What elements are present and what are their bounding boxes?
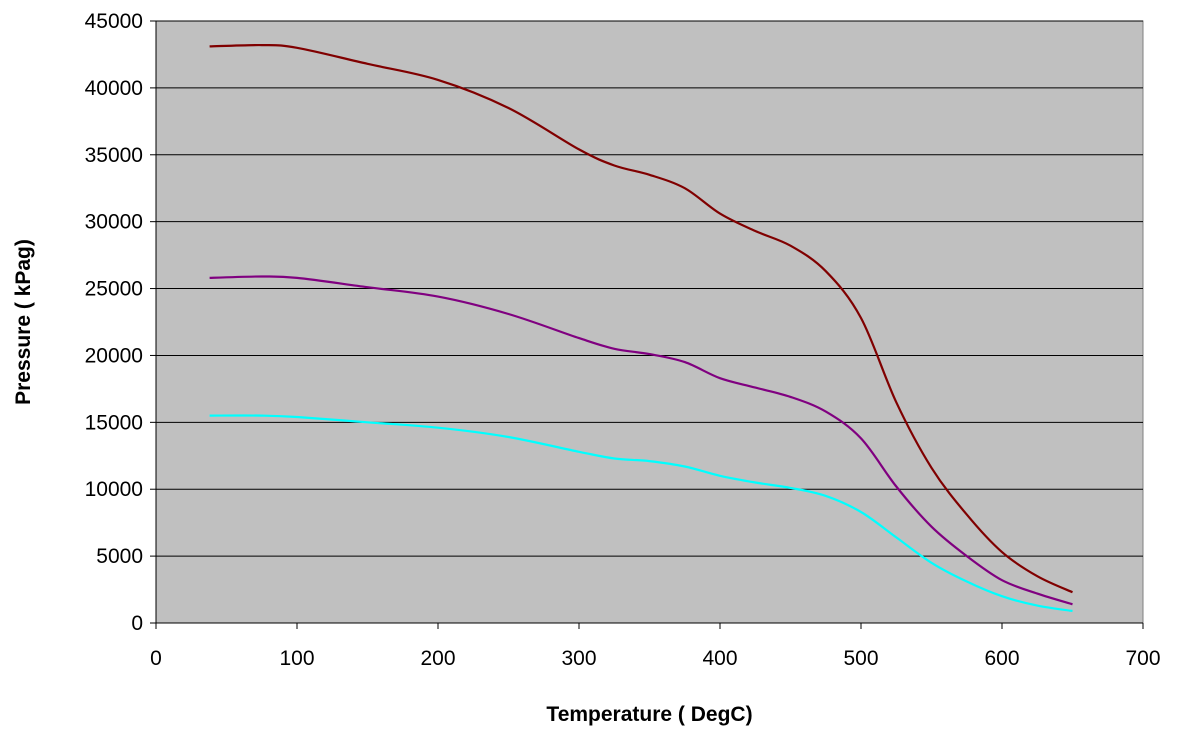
x-tick-label: 400 [702, 647, 737, 670]
gridlines [156, 20, 1143, 557]
axes [155, 21, 1143, 624]
series-line-3 [209, 414, 1073, 613]
y-tick-label: 10000 [85, 478, 143, 501]
series-line-1 [209, 43, 1073, 594]
x-tick-label: 0 [150, 647, 162, 670]
tick-labels: 0500010000150002000025000300003500040000… [85, 10, 1161, 670]
y-tick-label: 20000 [85, 344, 143, 367]
y-tick-label: 25000 [85, 278, 143, 301]
y-tick-label: 5000 [96, 545, 143, 568]
x-tick-label: 300 [561, 647, 596, 670]
x-tick-label: 700 [1125, 647, 1160, 670]
x-tick-label: 100 [279, 647, 314, 670]
plot-area [155, 20, 1144, 624]
y-tick-label: 40000 [85, 77, 143, 100]
x-tick-label: 200 [420, 647, 455, 670]
y-tick-label: 30000 [85, 211, 143, 234]
x-tick-label: 500 [843, 647, 878, 670]
y-tick-label: 45000 [85, 10, 143, 33]
series-lines [209, 43, 1073, 613]
y-axis-title: Pressure ( kPag) [12, 239, 35, 405]
y-tick-label: 35000 [85, 144, 143, 167]
series-line-2 [209, 275, 1073, 606]
y-tick-label: 0 [131, 612, 143, 635]
x-tick-label: 600 [984, 647, 1019, 670]
x-axis-title: Temperature ( DegC) [546, 703, 752, 726]
y-tick-label: 15000 [85, 411, 143, 434]
